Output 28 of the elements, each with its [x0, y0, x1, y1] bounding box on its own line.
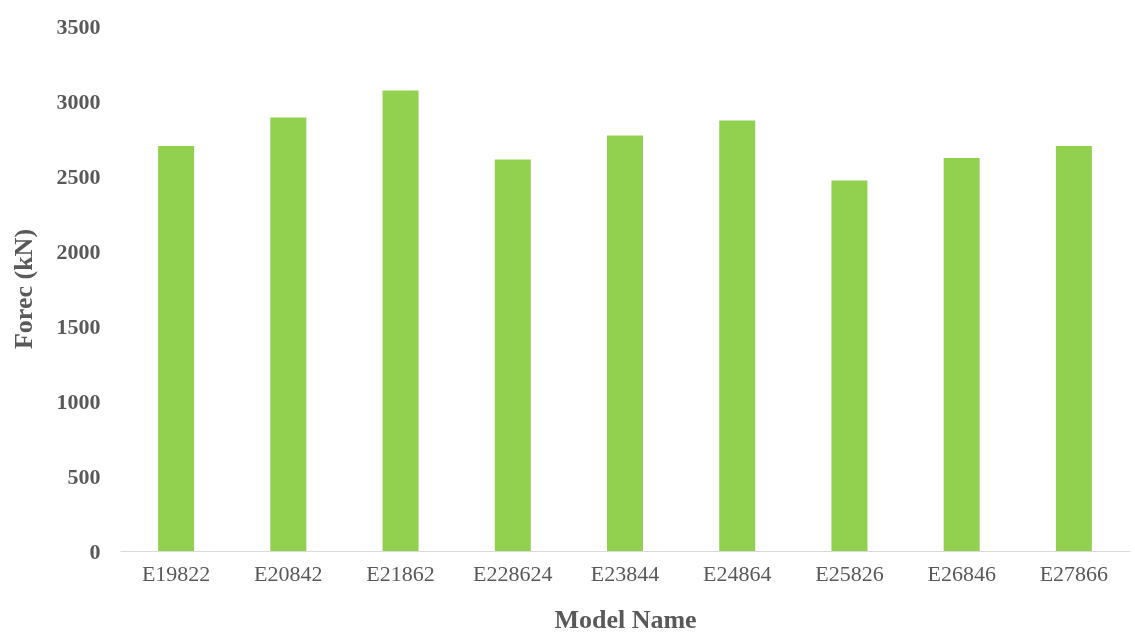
x-tick-label: E26846: [927, 560, 996, 586]
x-tick-label: E21862: [366, 560, 435, 586]
x-tick-label: E20842: [254, 560, 323, 586]
bar: [270, 117, 307, 551]
bar: [943, 158, 980, 551]
x-tick-label: E23844: [590, 560, 660, 586]
bar: [607, 135, 643, 551]
x-axis-title: Model Name: [554, 604, 697, 634]
y-tick-label: 3000: [56, 88, 101, 114]
bar: [831, 180, 868, 551]
y-tick-label: 500: [67, 463, 101, 489]
y-tick-label: 1000: [56, 388, 101, 414]
y-tick-label: 1500: [56, 313, 101, 339]
bar: [494, 159, 531, 551]
x-tick-label: E27866: [1039, 560, 1109, 586]
bar: [1055, 146, 1092, 551]
x-tick-label: E24864: [703, 560, 772, 586]
y-tick-label: 0: [89, 538, 101, 564]
bar: [719, 120, 756, 551]
bar: [382, 90, 419, 551]
x-tick-label: E228624: [473, 560, 553, 586]
y-tick-label: 2500: [56, 163, 101, 189]
y-tick-label: 3500: [56, 13, 101, 39]
y-axis-title: Forec (kN): [8, 228, 38, 350]
x-tick-label: E25826: [815, 560, 884, 586]
y-tick-label: 2000: [56, 238, 101, 264]
x-tick-label: E19822: [141, 560, 211, 586]
bar: [158, 146, 195, 551]
